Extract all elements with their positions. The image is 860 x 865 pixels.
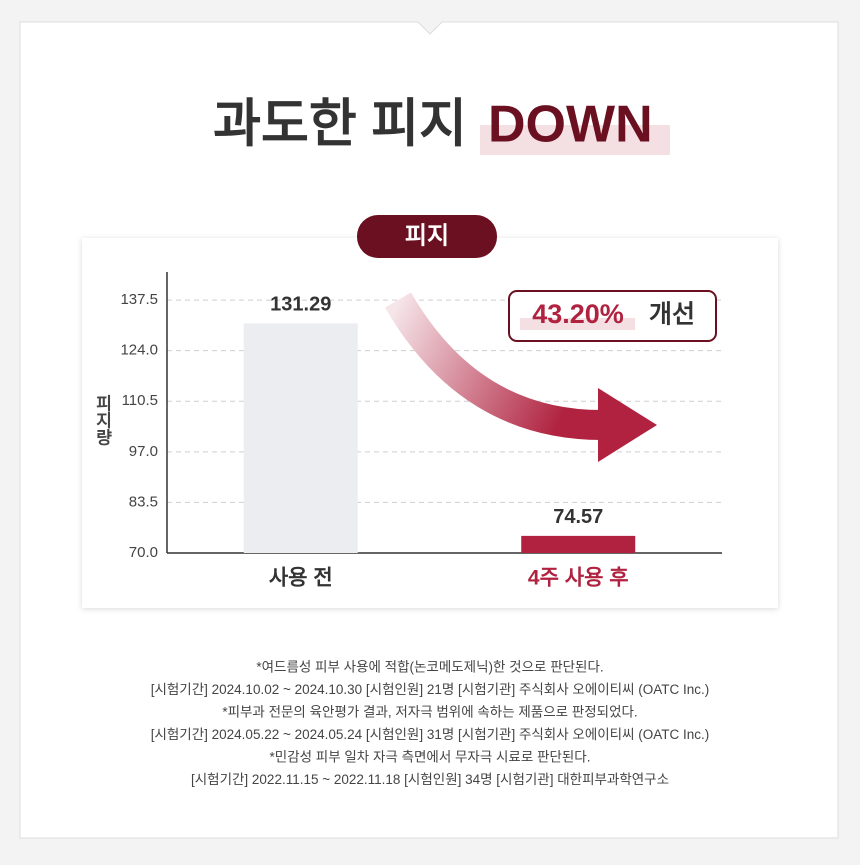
title-highlight-bg <box>480 125 670 155</box>
annotation-percent: 43.20% <box>532 299 624 329</box>
footnote: *여드름성 피부 사용에 적합(논코메도제닉)한 것으로 판단된다. <box>256 660 603 675</box>
y-tick-label: 83.5 <box>129 493 158 510</box>
badge-text: 피지 <box>405 222 449 249</box>
value-label: 131.29 <box>270 294 331 316</box>
trend-arrow <box>385 292 603 440</box>
plot: 70.0 83.5 97.0 110.5 124.0 137.5 131.29 사용 전 74.… <box>120 272 722 590</box>
annotation-text: 개선 <box>649 301 695 329</box>
trend-arrow-head <box>598 388 657 462</box>
y-tick-label: 97.0 <box>129 443 158 460</box>
bar <box>243 323 358 553</box>
footnotes: *여드름성 피부 사용에 적합(논코메도제닉)한 것으로 판단된다. [시험기간]… <box>151 660 710 788</box>
footnote: [시험기간] 2024.10.02 ~ 2024.10.30 [시험인원] 21… <box>151 682 710 697</box>
footnote: *민감성 피부 일차 자극 측면에서 무자극 시료로 판단된다. <box>270 750 591 765</box>
x-tick-label: 4주 사용 후 <box>528 566 629 590</box>
y-tick-label: 124.0 <box>120 342 158 359</box>
y-tick-label: 137.5 <box>120 291 158 308</box>
annotation-highlight <box>520 318 635 330</box>
y-tick-label: 110.5 <box>122 392 158 409</box>
value-label: 74.57 <box>553 506 603 528</box>
y-tick-label: 70.0 <box>129 544 158 561</box>
badge <box>357 215 497 258</box>
footnote: *피부과 전문의 육안평가 결과, 저자극 범위에 속하는 제품으로 판정되었다… <box>222 705 637 720</box>
footnote: [시험기간] 2024.05.22 ~ 2024.05.24 [시험인원] 31… <box>151 727 710 742</box>
title-highlight: DOWN <box>488 96 653 154</box>
title: 과도한 피지 <box>213 96 467 154</box>
y-axis-label: 피지량 <box>93 394 112 446</box>
x-tick-label: 사용 전 <box>269 567 333 590</box>
footnote: [시험기간] 2022.11.15 ~ 2022.11.18 [시험인원] 34… <box>191 772 669 787</box>
bar <box>521 535 636 553</box>
